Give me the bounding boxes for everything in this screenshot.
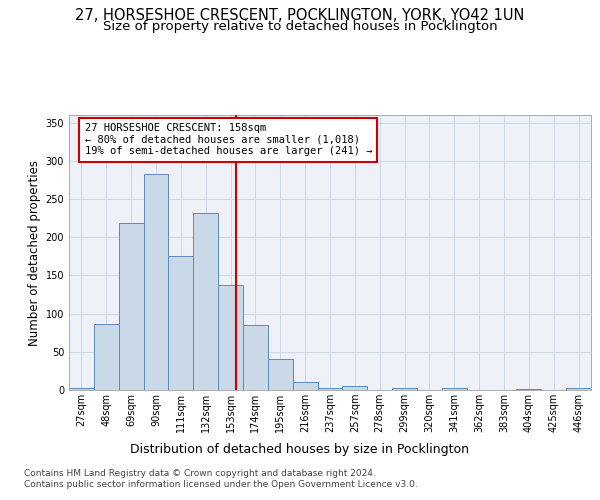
Bar (268, 360, 293, 390)
Bar (317, 388, 343, 390)
Bar (218, 284, 243, 390)
Bar (119, 224, 143, 390)
Bar (193, 213, 218, 390)
Text: Distribution of detached houses by size in Pocklington: Distribution of detached houses by size … (131, 442, 470, 456)
Text: Size of property relative to detached houses in Pocklington: Size of property relative to detached ho… (103, 20, 497, 33)
Bar (517, 389, 541, 390)
Bar (392, 388, 417, 390)
Text: 27 HORSESHOE CRESCENT: 158sqm
← 80% of detached houses are smaller (1,018)
19% o: 27 HORSESHOE CRESCENT: 158sqm ← 80% of d… (85, 123, 372, 156)
Bar (243, 325, 268, 390)
Text: 27, HORSESHOE CRESCENT, POCKLINGTON, YORK, YO42 1UN: 27, HORSESHOE CRESCENT, POCKLINGTON, YOR… (76, 8, 524, 22)
Bar (94, 324, 119, 390)
Bar (169, 256, 193, 390)
Text: Contains public sector information licensed under the Open Government Licence v3: Contains public sector information licen… (24, 480, 418, 489)
Bar (143, 174, 169, 390)
Bar (293, 382, 317, 390)
Bar (566, 388, 591, 390)
Bar (69, 388, 94, 390)
Text: Contains HM Land Registry data © Crown copyright and database right 2024.: Contains HM Land Registry data © Crown c… (24, 469, 376, 478)
Bar (442, 388, 467, 390)
Y-axis label: Number of detached properties: Number of detached properties (28, 160, 41, 346)
Bar (343, 386, 367, 390)
